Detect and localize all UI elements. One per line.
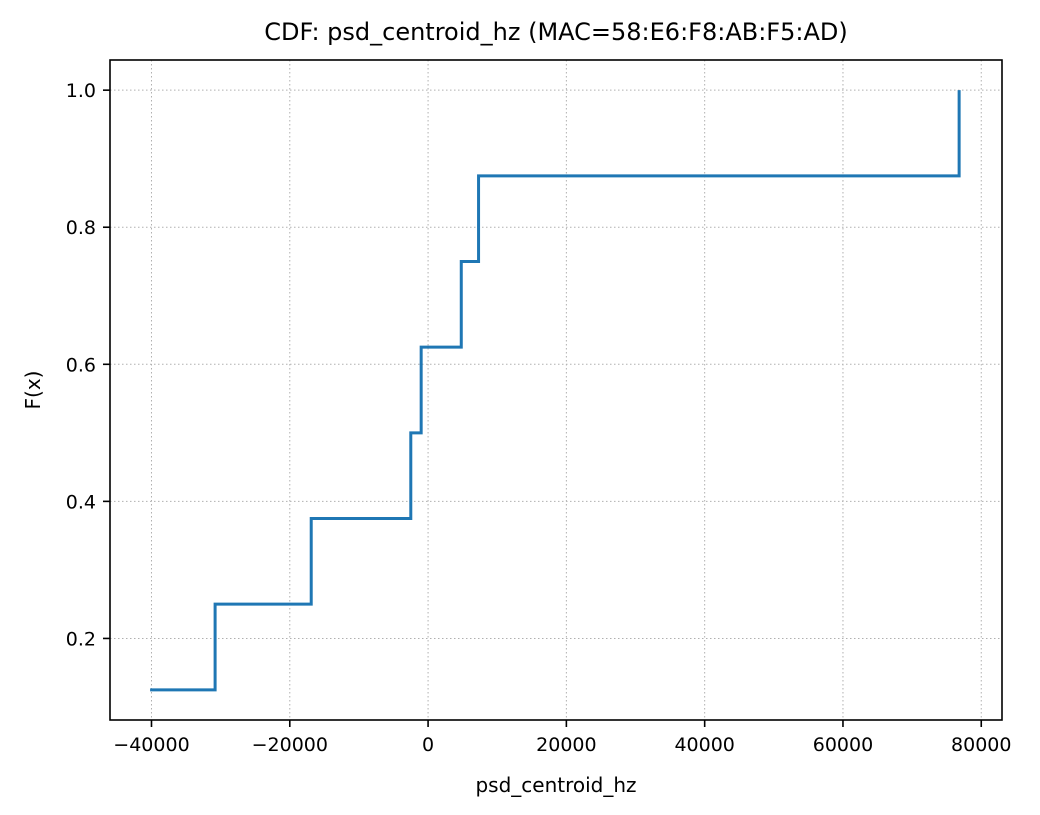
chart-title: CDF: psd_centroid_hz (MAC=58:E6:F8:AB:F5…	[264, 18, 847, 46]
x-tick-label: −40000	[113, 734, 189, 756]
x-axis-label: psd_centroid_hz	[475, 773, 636, 797]
y-tick-label: 0.6	[66, 354, 96, 376]
y-tick-label: 0.8	[66, 217, 96, 239]
y-tick-label: 1.0	[66, 80, 96, 102]
series-layer	[150, 90, 961, 692]
y-axis-ticks: 0.2 0.4 0.6 0.8 1.0	[66, 80, 110, 650]
cdf-step-line	[150, 90, 961, 692]
x-tick-label: 40000	[674, 734, 734, 756]
x-tick-label: −20000	[252, 734, 328, 756]
y-tick-label: 0.4	[66, 491, 96, 513]
x-tick-label: 20000	[536, 734, 596, 756]
x-tick-label: 80000	[951, 734, 1011, 756]
x-tick-label: 60000	[813, 734, 873, 756]
y-axis-label: F(x)	[21, 371, 45, 410]
plot-frame	[109, 59, 1003, 721]
x-axis-ticks: −40000 −20000 0 20000 40000 60000 80000	[113, 720, 1011, 756]
grid	[110, 60, 1002, 720]
y-tick-label: 0.2	[66, 628, 96, 650]
x-tick-label: 0	[422, 734, 434, 756]
